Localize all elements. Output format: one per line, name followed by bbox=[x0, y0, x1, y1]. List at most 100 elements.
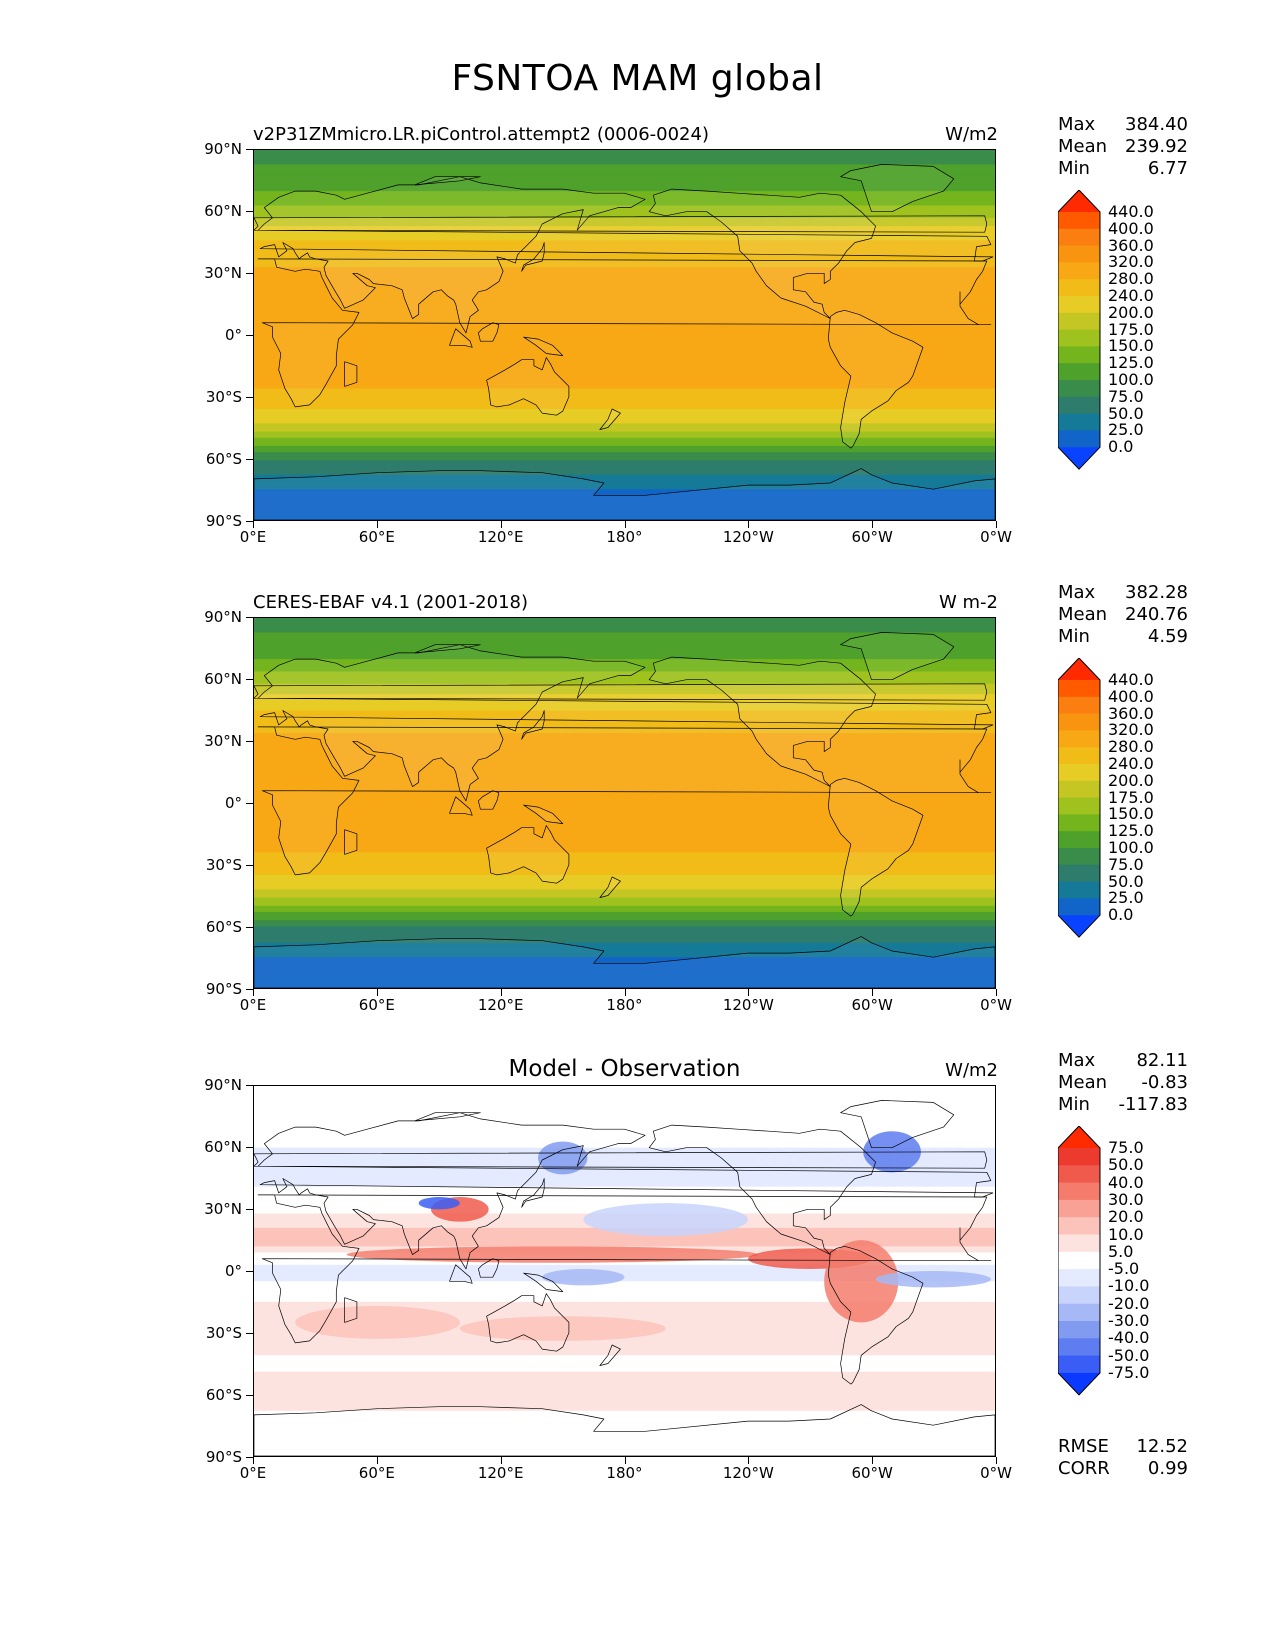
coastline bbox=[254, 215, 988, 233]
stat-mean-label: Mean bbox=[1058, 1072, 1108, 1093]
lat-band bbox=[254, 195, 995, 198]
colorbar-tick-label: -30.0 bbox=[1108, 1311, 1150, 1330]
lat-band bbox=[254, 1279, 995, 1282]
lat-band bbox=[254, 361, 995, 365]
lat-band bbox=[254, 450, 995, 453]
lat-tick bbox=[246, 1085, 253, 1086]
lat-band bbox=[254, 150, 995, 153]
lat-band bbox=[254, 487, 995, 490]
lat-band bbox=[254, 224, 995, 227]
lat-band bbox=[254, 846, 995, 849]
coastline bbox=[344, 361, 358, 387]
lon-tick bbox=[624, 989, 626, 996]
coastline bbox=[478, 1258, 500, 1278]
lat-band bbox=[254, 390, 995, 394]
stat-min-label: Min bbox=[1058, 626, 1090, 647]
coastline bbox=[449, 796, 473, 816]
lat-band bbox=[254, 681, 995, 685]
lat-band bbox=[254, 1373, 995, 1377]
colorbar-extend-bottom bbox=[1058, 915, 1100, 938]
lat-band bbox=[254, 209, 995, 213]
coastline bbox=[523, 804, 564, 824]
coastline bbox=[486, 1293, 570, 1352]
lat-band bbox=[254, 1088, 995, 1091]
lon-tick bbox=[624, 521, 626, 528]
lon-tick-label: 0°E bbox=[239, 1464, 267, 1482]
colorbar-segment bbox=[1058, 764, 1100, 782]
lat-band bbox=[254, 856, 995, 860]
lat-band bbox=[254, 757, 995, 761]
colorbar-svg bbox=[1057, 657, 1101, 938]
lat-band bbox=[254, 1176, 995, 1180]
panel-difference: Model - Observation W/m2 90°N 60°N 30°N 0° 3… bbox=[0, 1050, 1275, 1526]
lat-band bbox=[254, 720, 995, 724]
lat-band bbox=[254, 1394, 995, 1397]
lat-band bbox=[254, 1384, 995, 1387]
lat-band bbox=[254, 1338, 995, 1342]
lat-tick-label: 30°S bbox=[205, 856, 242, 874]
lat-band bbox=[254, 1421, 995, 1424]
lat-band bbox=[254, 1160, 995, 1163]
lat-band bbox=[254, 1410, 995, 1414]
lat-band bbox=[254, 265, 995, 268]
lat-band bbox=[254, 252, 995, 256]
lat-band bbox=[254, 928, 995, 932]
stat-mean-value: 240.76 bbox=[1125, 604, 1188, 625]
lat-band bbox=[254, 1114, 995, 1118]
colorbar-segment bbox=[1058, 245, 1100, 263]
lat-band bbox=[254, 936, 995, 940]
coastline bbox=[257, 176, 994, 334]
lat-tick bbox=[246, 1395, 253, 1396]
colorbar-segment bbox=[1058, 262, 1100, 280]
coastline bbox=[414, 1112, 481, 1122]
lat-band bbox=[254, 256, 995, 260]
colorbar-segment bbox=[1058, 1217, 1100, 1235]
colorbar-tick-label: 0.0 bbox=[1108, 437, 1134, 457]
panel-title: v2P31ZMmicro.LR.piControl.attempt2 (0006… bbox=[253, 124, 709, 145]
lat-tick bbox=[246, 989, 253, 990]
lat-band bbox=[254, 293, 995, 297]
lat-band bbox=[254, 285, 995, 289]
lat-band bbox=[254, 1451, 995, 1455]
lat-band bbox=[254, 739, 995, 742]
colorbar-tick-label: 175.0 bbox=[1108, 319, 1154, 339]
lat-band bbox=[254, 193, 995, 196]
lat-band bbox=[254, 160, 995, 163]
lat-band bbox=[254, 273, 995, 276]
lat-band bbox=[254, 667, 995, 670]
lat-band bbox=[254, 737, 995, 740]
lat-band bbox=[254, 1120, 995, 1124]
lat-band bbox=[254, 1141, 995, 1145]
lat-band bbox=[254, 417, 995, 420]
lon-tick bbox=[996, 1457, 997, 1464]
coastline bbox=[254, 468, 995, 520]
lon-tick bbox=[376, 521, 378, 528]
colorbar-tick-label: 5.0 bbox=[1108, 1241, 1134, 1261]
lat-band bbox=[254, 250, 995, 254]
lat-band bbox=[254, 862, 995, 866]
lat-band bbox=[254, 1386, 995, 1389]
lat-band bbox=[254, 1192, 995, 1196]
lat-band bbox=[254, 180, 995, 184]
lat-band bbox=[254, 708, 995, 712]
lat-band bbox=[254, 1127, 995, 1130]
lat-band bbox=[254, 840, 995, 843]
lat-band bbox=[254, 753, 995, 757]
lat-band bbox=[254, 940, 995, 944]
lat-band bbox=[254, 1188, 995, 1192]
lat-band bbox=[254, 485, 995, 488]
lat-band bbox=[254, 367, 995, 371]
stat-mean-value: 239.92 bbox=[1125, 136, 1188, 157]
lat-band bbox=[254, 1098, 995, 1101]
lat-band bbox=[254, 1297, 995, 1301]
colorbar-segment bbox=[1058, 212, 1100, 230]
colorbar-tick-label: 50.0 bbox=[1108, 1155, 1144, 1175]
lon-tick-label: 0°E bbox=[239, 996, 267, 1014]
lon-tick bbox=[376, 989, 378, 996]
lat-band bbox=[254, 341, 995, 344]
lat-band bbox=[254, 295, 995, 299]
lat-band bbox=[254, 1404, 995, 1408]
lat-band bbox=[254, 470, 995, 474]
lat-band bbox=[254, 219, 995, 223]
lat-band bbox=[254, 624, 995, 627]
